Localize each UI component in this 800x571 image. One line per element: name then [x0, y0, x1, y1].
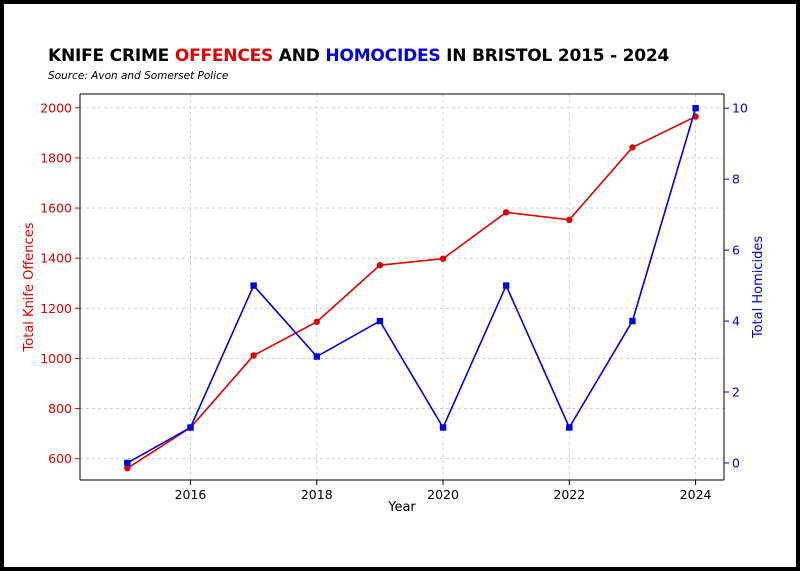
chart-title: KNIFE CRIME OFFENCES AND HOMOCIDES IN BR… [48, 46, 669, 66]
y-right-tick-label-4: 4 [732, 314, 740, 329]
x-tick-label-2016: 2016 [175, 487, 207, 502]
y-right-tick-label-10: 10 [732, 101, 748, 116]
point-knife-offences-2017 [250, 352, 257, 359]
x-tick-label-2020: 2020 [427, 487, 459, 502]
title-offences: OFFENCES [174, 46, 274, 66]
x-tick-label-2024: 2024 [680, 487, 712, 502]
y-left-tick-label-800: 800 [48, 401, 72, 416]
y-right-tick-label-8: 8 [732, 172, 740, 187]
y-left-tick-label-1000: 1000 [40, 351, 72, 366]
point-knife-offences-2020 [439, 255, 447, 262]
x-tick-label-2022: 2022 [553, 487, 585, 502]
point-homicides-2019 [376, 317, 384, 325]
point-knife-offences-2015 [124, 465, 131, 472]
point-homicides-2016 [187, 424, 194, 431]
y-right-tick-label-2: 2 [732, 385, 740, 400]
chart-frame: KNIFE CRIME OFFENCES AND HOMOCIDES IN BR… [4, 4, 796, 567]
point-knife-offences-2021 [502, 209, 510, 216]
point-homicides-2017 [250, 282, 257, 289]
y-right-tick-label-0: 0 [732, 455, 740, 470]
title-part-3: AND [273, 46, 326, 66]
x-axis-label: Year [387, 500, 416, 515]
point-homicides-2015 [124, 459, 131, 467]
point-homicides-2021 [502, 282, 510, 289]
title-homocides: HOMOCIDES [325, 46, 441, 66]
y-left-tick-label-2000: 2000 [40, 100, 72, 115]
point-knife-offences-2022 [566, 216, 573, 224]
point-knife-offences-2023 [629, 144, 636, 151]
y-axis-right-label: Total Homicides [751, 236, 766, 340]
y-left-tick-label-1600: 1600 [40, 201, 72, 216]
title-part-1: KNIFE CRIME [48, 46, 175, 66]
chart-source: Source: Avon and Somerset Police [48, 70, 229, 82]
title-part-5: IN BRISTOL 2015 - 2024 [440, 46, 670, 66]
y-axis-left-label: Total Knife Offences [22, 222, 37, 352]
series-line-knife-offences [126, 115, 696, 469]
point-knife-offences-2019 [376, 261, 384, 269]
y-right-tick-label-6: 6 [732, 243, 740, 258]
point-homicides-2023 [629, 317, 636, 325]
point-homicides-2018 [313, 353, 320, 360]
y-left-tick-label-600: 600 [48, 451, 72, 466]
y-left-tick-label-1400: 1400 [40, 251, 72, 266]
y-left-tick-label-1200: 1200 [40, 301, 72, 316]
point-homicides-2022 [566, 424, 573, 431]
series-line-homicides [126, 107, 697, 464]
point-knife-offences-2018 [313, 318, 320, 326]
point-homicides-2020 [439, 424, 447, 431]
point-homicides-2024 [692, 104, 699, 112]
x-tick-label-2018: 2018 [301, 487, 333, 502]
y-left-tick-label-1800: 1800 [40, 150, 72, 165]
